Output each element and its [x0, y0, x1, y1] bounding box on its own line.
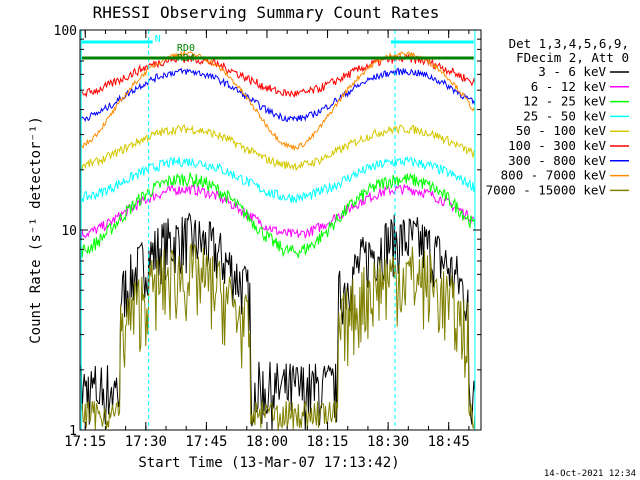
legend-entry-label: 7000 - 15000 keV [486, 182, 607, 197]
legend-entry-label: 300 - 800 keV [508, 153, 606, 168]
series-line-1 [80, 212, 476, 430]
x-tick-label: 18:00 [246, 434, 288, 450]
series-line-3 [80, 172, 476, 259]
legend-header-line-2: FDecim 2, Att 0 [516, 50, 629, 65]
series-line-9 [80, 243, 476, 430]
x-tick-label: 18:15 [306, 434, 348, 450]
y-tick-label: 10 [61, 224, 77, 239]
x-tick-label: 18:30 [367, 434, 409, 450]
legend-entry-label: 50 - 100 keV [516, 123, 607, 138]
x-axis: 17:15 17:30 17:45 18:00 18:15 18:30 18:45 [64, 30, 470, 450]
legend-entry-label: 25 - 50 keV [523, 108, 606, 123]
x-axis-label: Start Time (13-Mar-07 17:13:42) [138, 455, 399, 471]
legend-entry-label: 3 - 6 keV [538, 64, 606, 79]
y-axis: 1 10 100 [54, 24, 481, 439]
series-line-5 [80, 124, 476, 172]
legend-entry-label: 6 - 12 keV [531, 79, 607, 94]
legend-header-line-1: Det 1,3,4,5,6,9, [509, 36, 629, 51]
series-line-8 [80, 49, 476, 152]
x-tick-label: 17:45 [185, 434, 227, 450]
series-line-2 [80, 183, 476, 239]
legend-entry-label: 100 - 300 keV [508, 138, 606, 153]
chart-title: RHESSI Observing Summary Count Rates [93, 3, 440, 22]
x-tick-label: 17:30 [125, 434, 167, 450]
y-tick-label: 1 [69, 424, 77, 439]
legend-entry-label: 800 - 7000 keV [501, 168, 607, 183]
y-tick-label: 100 [54, 24, 77, 39]
legend-entry-label: 12 - 25 keV [523, 94, 606, 109]
y-axis-label: Count Rate (s⁻¹ detector⁻¹) [28, 116, 44, 344]
x-tick-label: 18:45 [428, 434, 470, 450]
series-line-4 [80, 155, 476, 204]
annotation-label: RD0 [177, 43, 195, 54]
annotation-label: N [155, 34, 161, 45]
series-line-7 [80, 67, 476, 123]
annotation-label: RD4 [177, 53, 195, 64]
footer-timestamp: 14-Oct-2021 12:34 [544, 469, 636, 479]
legend: Det 1,3,4,5,6,9, FDecim 2, Att 0 3 - 6 k… [486, 36, 629, 197]
x-tick-label: 17:15 [64, 434, 106, 450]
